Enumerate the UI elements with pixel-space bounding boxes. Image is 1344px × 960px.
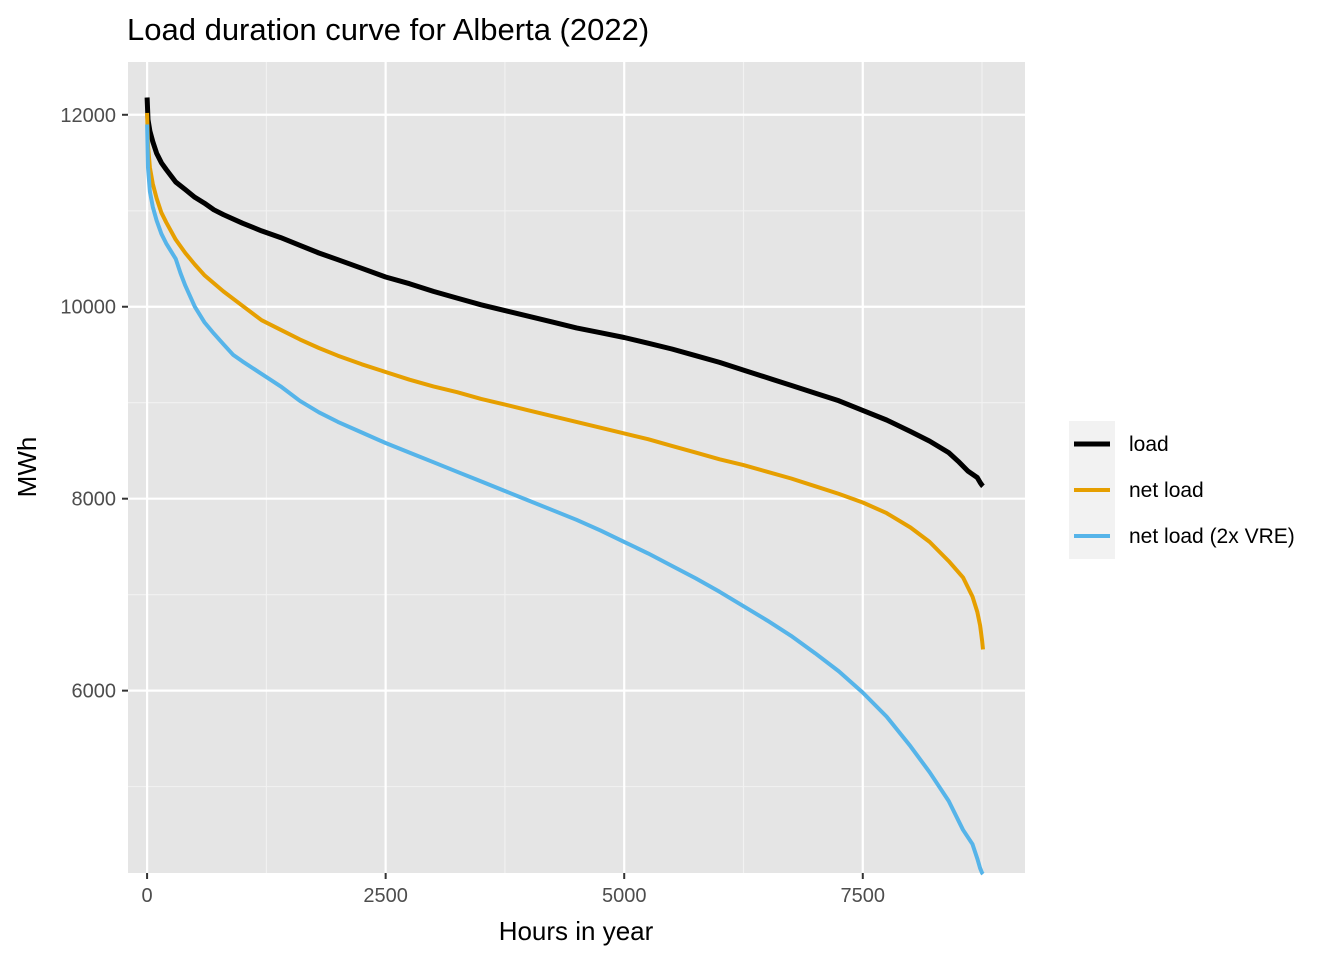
series-lines (144, 97, 985, 876)
y-tick-label: 6000 (72, 681, 117, 703)
x-tick-label: 5000 (602, 885, 647, 907)
legend-label-2: net load (1129, 479, 1204, 502)
major-gridlines (128, 62, 1025, 873)
legend: load net load net load (2x VRE) (1069, 421, 1295, 559)
x-axis-ticks: 0 2500 5000 7500 (142, 873, 886, 907)
y-tick-label: 10000 (60, 297, 116, 319)
series-line-3 (145, 124, 985, 876)
y-axis-title: MWh (12, 437, 42, 498)
series-line-1 (144, 97, 985, 488)
minor-gridlines (128, 62, 1025, 873)
legend-label-3: net load (2x VRE) (1129, 525, 1295, 548)
plot-panel (128, 62, 1025, 873)
chart-title: Load duration curve for Alberta (2022) (127, 12, 649, 47)
x-tick-label: 0 (142, 885, 153, 907)
x-axis-title: Hours in year (499, 916, 654, 946)
y-tick-label: 8000 (72, 489, 117, 511)
series-line-2 (145, 112, 985, 650)
x-tick-label: 7500 (841, 885, 886, 907)
y-tick-label: 12000 (60, 105, 116, 127)
y-axis-ticks: 6000 8000 10000 12000 (60, 105, 128, 703)
x-tick-label: 2500 (363, 885, 408, 907)
legend-label-1: load (1129, 433, 1169, 456)
